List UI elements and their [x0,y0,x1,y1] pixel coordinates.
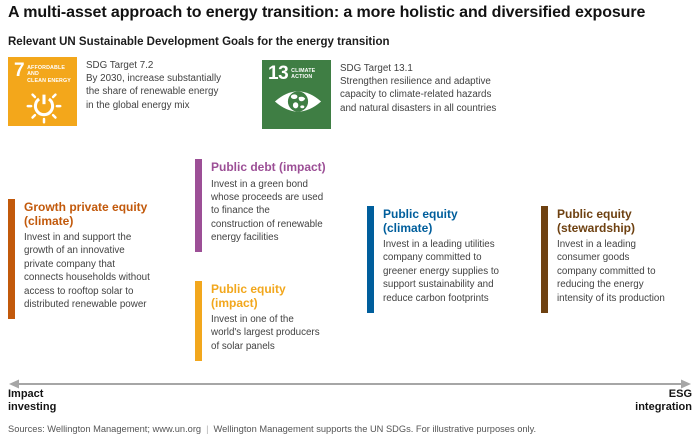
investment-heading: Public equity (stewardship) [557,207,636,235]
investment-heading: Growth private equity (climate) [24,200,148,228]
investment-text: Growth private equity (climate) Invest i… [24,199,182,319]
investment-description: Invest in a leading consumer goods compa… [557,239,665,304]
investment-description: Invest in one of the world's largest pro… [211,314,320,352]
esg-integration-label: ESG integration [635,388,692,413]
investment-heading: Public equity (impact) [211,282,286,310]
sdg-13-text-block: SDG Target 13.1 Strengthen resilience an… [340,62,530,115]
sdg-7-target: SDG Target 7.2 [86,60,154,71]
sdg-7-badge: 7 AFFORDABLE AND CLEAN ENERGY [8,57,77,126]
sdg-7-name: AFFORDABLE AND CLEAN ENERGY [27,65,71,84]
sdg-7-number: 7 [14,60,25,81]
investment-text: Public equity (impact) Invest in one of … [211,281,361,361]
investment-heading: Public debt (impact) [211,160,326,174]
investment-growth-private-equity-climate: Growth private equity (climate) Invest i… [8,199,182,319]
investment-description: Invest in a leading utilities company co… [383,239,500,304]
color-bar [8,199,15,319]
spectrum-double-arrow [8,377,692,389]
color-bar [541,206,548,313]
footer-separator: | [206,424,209,434]
eye-globe-icon [268,86,328,117]
investment-text: Public equity (stewardship) Invest in a … [557,206,700,313]
investment-text: Public debt (impact) Invest in a green b… [211,159,361,252]
sources-text: Sources: Wellington Management; www.un.o… [8,424,202,434]
color-bar [195,159,202,252]
investment-public-debt-impact: Public debt (impact) Invest in a green b… [195,159,361,252]
sdg-13-description: Strengthen resilience and adaptive capac… [340,76,497,114]
sdg-13-badge: 13 CLIMATE ACTION [262,60,331,129]
investment-heading: Public equity (climate) [383,207,458,235]
investment-description: Invest in and support the growth of an i… [24,232,150,311]
investment-public-equity-impact: Public equity (impact) Invest in one of … [195,281,361,361]
sdg-13-number: 13 [268,63,289,84]
investment-public-equity-climate: Public equity (climate) Invest in a lead… [367,206,541,313]
investment-text: Public equity (climate) Invest in a lead… [383,206,541,313]
source-footer: Sources: Wellington Management; www.un.o… [8,424,698,434]
sdg-13-target: SDG Target 13.1 [340,63,413,74]
disclaimer-text: Wellington Management supports the UN SD… [213,424,537,434]
investment-public-equity-stewardship: Public equity (stewardship) Invest in a … [541,206,700,313]
impact-investing-label: Impact investing [8,388,57,413]
section-subtitle: Relevant UN Sustainable Development Goal… [8,36,390,48]
sun-power-icon [14,87,74,129]
sdg-7-description: By 2030, increase substantially the shar… [86,73,222,111]
investment-description: Invest in a green bond whose proceeds ar… [211,178,324,244]
sdg-13-name: CLIMATE ACTION [291,68,316,81]
sdg-7-text-block: SDG Target 7.2 By 2030, increase substan… [86,59,271,112]
page-title: A multi-asset approach to energy transit… [8,4,646,21]
color-bar [367,206,374,313]
color-bar [195,281,202,361]
sdg-13-badge-header: 13 CLIMATE ACTION [268,63,328,84]
sdg-7-badge-header: 7 AFFORDABLE AND CLEAN ENERGY [14,60,74,84]
